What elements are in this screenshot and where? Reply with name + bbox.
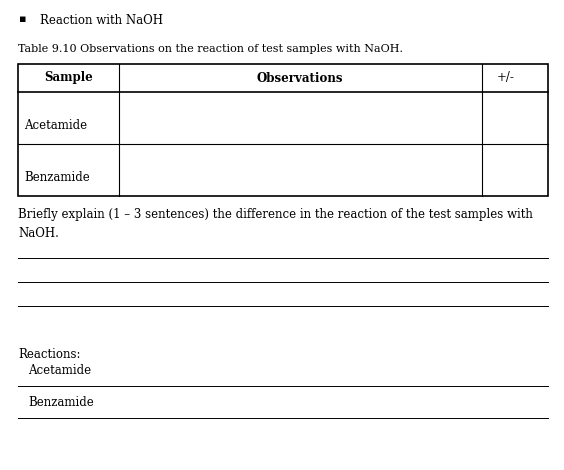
Text: Observations: Observations	[257, 71, 343, 85]
Text: Benzamide: Benzamide	[24, 171, 90, 184]
Text: ▪: ▪	[19, 14, 27, 24]
Text: +/-: +/-	[497, 71, 514, 85]
Text: Table 9.10 Observations on the reaction of test samples with NaOH.: Table 9.10 Observations on the reaction …	[18, 44, 403, 54]
Bar	[18, 64, 548, 196]
Text: Acetamide: Acetamide	[24, 119, 87, 132]
Text: Benzamide: Benzamide	[28, 396, 94, 409]
Text: Sample: Sample	[44, 71, 92, 85]
Text: Reactions:: Reactions:	[18, 348, 81, 361]
Text: Briefly explain (1 – 3 sentences) the difference in the reaction of the test sam: Briefly explain (1 – 3 sentences) the di…	[18, 208, 533, 240]
Text: Reaction with NaOH: Reaction with NaOH	[40, 14, 163, 27]
Text: Acetamide: Acetamide	[28, 364, 91, 377]
